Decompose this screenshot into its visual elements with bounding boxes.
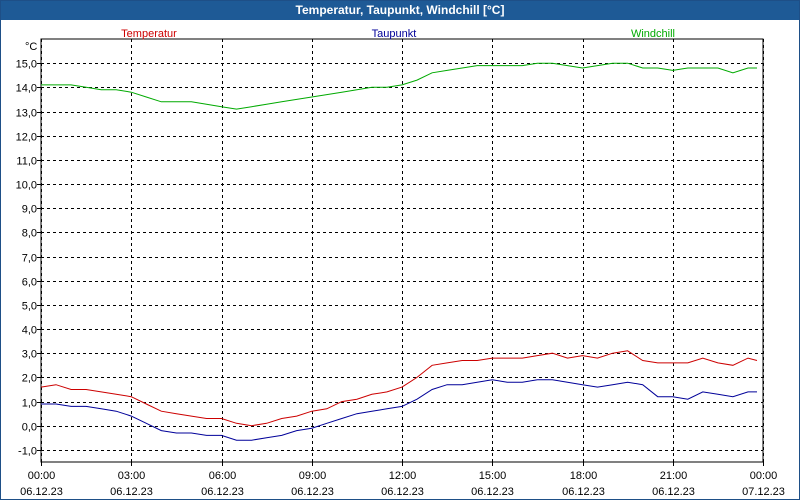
y-tick-label: -1,0	[18, 446, 37, 458]
y-tick-label: 10,0	[16, 180, 37, 192]
window-title: Temperatur, Taupunkt, Windchill [°C]	[1, 1, 799, 20]
x-tick-time-label: 09:00	[299, 470, 327, 482]
x-tick-time-label: 03:00	[118, 470, 146, 482]
y-tick-label: 6,0	[22, 277, 37, 289]
y-tick-label: 9,0	[22, 204, 37, 216]
x-tick-time-label: 12:00	[389, 470, 417, 482]
y-axis-label: °C	[25, 41, 37, 53]
x-tick-time-label: 00:00	[28, 470, 56, 482]
legend-temperatur: Temperatur	[121, 28, 177, 40]
y-tick-label: 14,0	[16, 83, 37, 95]
legend-windchill: Windchill	[631, 28, 675, 40]
x-tick-date-label: 06.12.23	[381, 486, 424, 498]
y-tick-label: 11,0	[16, 156, 37, 168]
x-tick-time-label: 15:00	[479, 470, 507, 482]
y-tick-label: 4,0	[22, 325, 37, 337]
x-tick-date-label: 06.12.23	[110, 486, 153, 498]
x-tick-date-label: 06.12.23	[652, 486, 695, 498]
y-tick-label: 5,0	[22, 301, 37, 313]
series-line-windchill	[41, 62, 757, 110]
series-line-temperatur	[40, 350, 758, 427]
x-tick-date-label: 06.12.23	[201, 486, 244, 498]
x-tick-date-label: 06.12.23	[562, 486, 605, 498]
y-tick-label: 13,0	[16, 108, 37, 120]
y-tick-label: 8,0	[22, 228, 37, 240]
x-tick-date-label: 07.12.23	[742, 486, 785, 498]
y-tick-label: 3,0	[22, 349, 37, 361]
y-tick-label: 12,0	[16, 132, 37, 144]
x-tick-time-label: 00:00	[750, 470, 778, 482]
x-tick-date-label: 06.12.23	[291, 486, 334, 498]
y-tick-label: 1,0	[22, 398, 37, 410]
x-tick-date-label: 06.12.23	[20, 486, 63, 498]
series-line-taupunkt	[41, 379, 757, 441]
y-tick-label: 0,0	[22, 422, 37, 434]
x-tick-date-label: 06.12.23	[471, 486, 514, 498]
legend-taupunkt: Taupunkt	[372, 28, 417, 40]
y-tick-label: 7,0	[22, 253, 37, 265]
y-tick-label: 15,0	[16, 59, 37, 71]
x-tick-time-label: 21:00	[660, 470, 688, 482]
x-tick-time-label: 18:00	[570, 470, 598, 482]
y-tick-label: 2,0	[22, 373, 37, 385]
x-tick-time-label: 06:00	[209, 470, 237, 482]
